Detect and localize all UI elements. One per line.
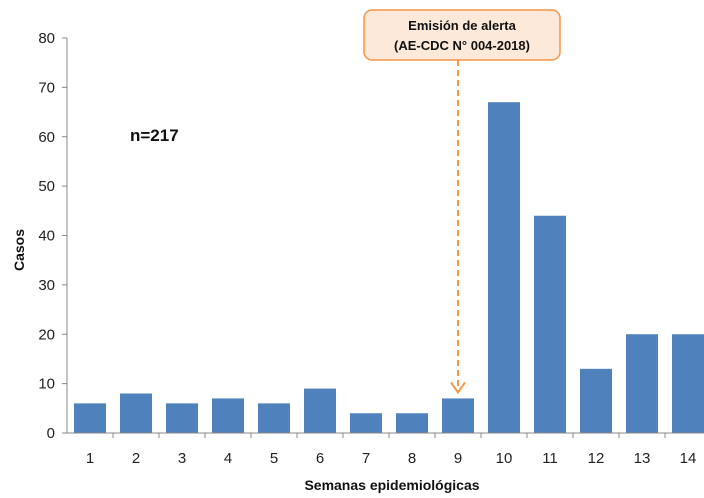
x-tick-label-7: 7 bbox=[362, 450, 370, 467]
alert-callout-line-2: (AE-CDC N° 004-2018) bbox=[394, 38, 530, 53]
x-tick-label-5: 5 bbox=[270, 450, 278, 467]
y-tick-label-40: 40 bbox=[38, 228, 55, 245]
x-tick-label-9: 9 bbox=[454, 450, 462, 467]
bar-week-14 bbox=[672, 334, 704, 433]
bar-week-3 bbox=[166, 403, 198, 433]
x-tick-label-14: 14 bbox=[680, 450, 697, 467]
x-axis-ticks: 1 2 3 4 5 6 7 8 9 10 11 12 13 14 bbox=[86, 433, 697, 467]
y-tick-label-0: 0 bbox=[47, 425, 55, 442]
bar-week-7 bbox=[350, 413, 382, 433]
y-tick-label-80: 80 bbox=[38, 30, 55, 47]
y-tick-label-50: 50 bbox=[38, 178, 55, 195]
x-tick-label-2: 2 bbox=[132, 450, 140, 467]
x-tick-label-12: 12 bbox=[588, 450, 605, 467]
x-tick-label-13: 13 bbox=[634, 450, 651, 467]
bar-week-6 bbox=[304, 388, 336, 433]
bar-week-10 bbox=[488, 102, 520, 433]
y-tick-label-10: 10 bbox=[38, 376, 55, 393]
x-tick-label-8: 8 bbox=[408, 450, 416, 467]
bar-week-1 bbox=[74, 403, 106, 433]
x-axis-title: Semanas epidemiológicas bbox=[304, 477, 479, 493]
y-tick-label-20: 20 bbox=[38, 326, 55, 343]
x-tick-label-11: 11 bbox=[542, 450, 558, 467]
y-tick-label-70: 70 bbox=[38, 79, 55, 96]
x-tick-label-3: 3 bbox=[178, 450, 186, 467]
alert-annotation: Emisión de alerta (AE-CDC N° 004-2018) bbox=[363, 9, 561, 395]
alert-arrow-head bbox=[450, 381, 466, 395]
bar-week-9 bbox=[442, 398, 474, 433]
bar-week-2 bbox=[120, 393, 152, 433]
sample-size-label: n=217 bbox=[130, 126, 179, 145]
x-tick-label-10: 10 bbox=[496, 450, 513, 467]
x-tick-label-6: 6 bbox=[316, 450, 324, 467]
bar-week-4 bbox=[212, 398, 244, 433]
bar-week-11 bbox=[534, 215, 566, 433]
y-axis-title: Casos bbox=[11, 229, 27, 271]
bar-week-8 bbox=[396, 413, 428, 433]
bar-week-12 bbox=[580, 368, 612, 433]
alert-callout-box bbox=[363, 9, 561, 61]
x-tick-label-4: 4 bbox=[224, 450, 232, 467]
bar-week-13 bbox=[626, 334, 658, 433]
bars bbox=[74, 102, 704, 433]
y-tick-label-30: 30 bbox=[38, 277, 55, 294]
y-axis-ticks: 0 10 20 30 40 50 60 70 80 bbox=[38, 30, 67, 442]
alert-callout-line-1: Emisión de alerta bbox=[408, 18, 516, 33]
y-tick-label-60: 60 bbox=[38, 129, 55, 146]
bar-week-5 bbox=[258, 403, 290, 433]
x-tick-label-1: 1 bbox=[86, 450, 94, 467]
